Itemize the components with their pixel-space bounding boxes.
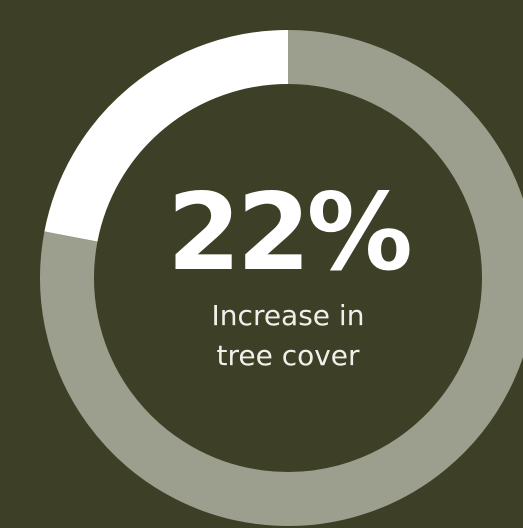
caption: Increase in tree cover xyxy=(212,296,365,376)
donut-segment-2 xyxy=(40,30,523,526)
caption-line-1: Increase in xyxy=(211,299,365,332)
percentage-value: 22% xyxy=(167,171,413,294)
donut-segment-1 xyxy=(44,30,289,243)
caption-line-2: tree cover xyxy=(216,339,360,372)
